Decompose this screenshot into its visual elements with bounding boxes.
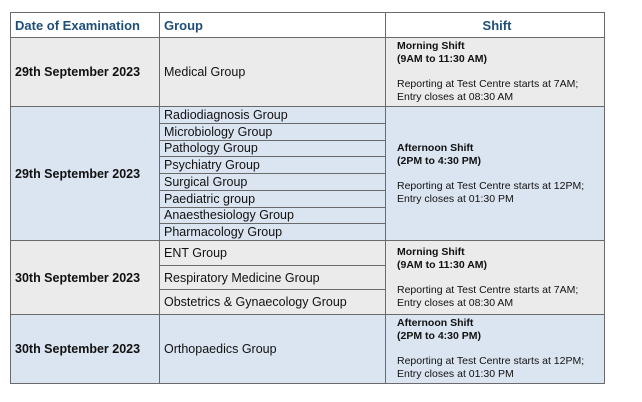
group-item: Respiratory Medicine Group <box>160 266 385 291</box>
table-body: 29th September 2023 Medical Group Morning … <box>10 37 605 384</box>
schedule-table: Date of Examination Group Shift 29th Sep… <box>10 12 605 384</box>
shift-name: Afternoon Shift <box>397 317 474 329</box>
group-list: Radiodiagnosis Group Microbiology Group Pa… <box>160 107 385 240</box>
shift-time: (9AM to 11:30 AM) <box>397 53 488 65</box>
group-item: Radiodiagnosis Group <box>160 107 385 124</box>
group-cell: ENT Group Respiratory Medicine Group Obste… <box>159 240 386 315</box>
header-cell: Group <box>159 12 386 38</box>
group-item: Paediatric group <box>160 191 385 208</box>
shift-note: Reporting at Test Centre starts at 7AM; … <box>397 78 579 103</box>
group-item: Pathology Group <box>160 141 385 158</box>
group-item: Pharmacology Group <box>164 225 283 240</box>
shift-name: Afternoon Shift <box>397 141 474 154</box>
date-cell: 29th September 2023 <box>10 106 160 241</box>
table-row: 29th September 2023 Radiodiagnosis Group M… <box>10 106 605 241</box>
shift-time: (9AM to 11:30 AM) <box>397 258 488 271</box>
group-item: Medical Group <box>164 65 246 79</box>
table-row: 30th September 2023 Orthopaedics Group Aft… <box>10 314 605 384</box>
shift-cell: Afternoon Shift (2PM to 4:30 PM) Reporting… <box>385 106 605 241</box>
group-cell: Medical Group <box>159 37 386 107</box>
group-item: Psychiatry Group <box>160 157 385 174</box>
table-row: 30th September 2023 ENT Group Respiratory … <box>10 240 605 315</box>
shift-note: Reporting at Test Centre starts at 12PM;… <box>397 179 585 205</box>
group-list: ENT Group Respiratory Medicine Group Obste… <box>160 241 385 314</box>
schedule-table-wrap: Date of Examination Group Shift 29th Sep… <box>10 12 605 384</box>
shift-name: Morning Shift <box>397 245 465 258</box>
group-item: ENT Group <box>160 241 385 266</box>
shift-note: Reporting at Test Centre starts at 12PM;… <box>397 355 585 380</box>
group-item: Orthopaedics Group <box>164 342 277 356</box>
shift-time: (2PM to 4:30 PM) <box>397 330 482 342</box>
group-list: Orthopaedics Group <box>160 316 385 382</box>
header-row: Date of Examination Group Shift <box>10 12 605 38</box>
table-row: 29th September 2023 Medical Group Morning … <box>10 37 605 107</box>
group-item: Microbiology Group <box>160 124 385 141</box>
header-cell: Date of Examination <box>10 12 160 38</box>
header-cell: Shift <box>385 12 605 38</box>
shift-cell: Morning Shift (9AM to 11:30 AM) Reporting … <box>385 37 605 107</box>
group-cell: Orthopaedics Group <box>159 314 386 384</box>
date-cell: 30th September 2023 <box>10 240 160 315</box>
group-cell: Radiodiagnosis Group Microbiology Group Pa… <box>159 106 386 241</box>
group-item: Surgical Group <box>160 174 385 191</box>
group-list: Medical Group <box>160 40 385 105</box>
date-cell: 29th September 2023 <box>10 37 160 107</box>
shift-time: (2PM to 4:30 PM) <box>397 154 482 167</box>
shift-note: Reporting at Test Centre starts at 7AM; … <box>397 283 579 309</box>
group-item: Anaesthesiology Group <box>160 208 385 225</box>
group-item: Obstetrics & Gynaecology Group <box>164 295 347 310</box>
date-cell: 30th September 2023 <box>10 314 160 384</box>
shift-cell: Afternoon Shift (2PM to 4:30 PM) Reporting… <box>385 314 605 384</box>
shift-name: Morning Shift <box>397 40 465 52</box>
shift-cell: Morning Shift (9AM to 11:30 AM) Reporting … <box>385 240 605 315</box>
